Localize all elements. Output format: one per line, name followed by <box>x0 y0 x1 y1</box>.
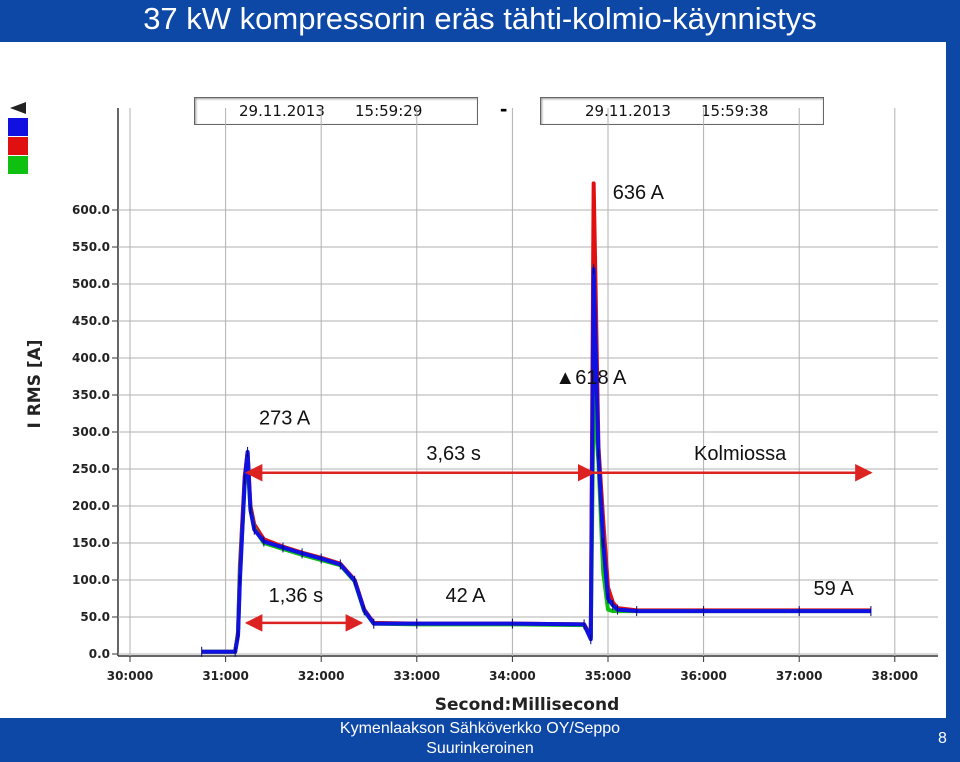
annotation-label: 3,63 s <box>426 443 480 465</box>
annotation-label: 42 A <box>445 585 486 607</box>
annotation-label: 59 A <box>814 578 855 600</box>
y-tick-label: 150.0 <box>72 536 110 550</box>
x-tick-label: 35:000 <box>585 669 632 683</box>
y-tick-label: 450.0 <box>72 314 110 328</box>
page-number: 8 <box>938 730 947 747</box>
x-tick-label: 32:000 <box>298 669 345 683</box>
legend-swatch <box>8 118 28 136</box>
x-tick-label: 37:000 <box>776 669 823 683</box>
x-axis-label: Second:Millisecond <box>435 695 620 715</box>
y-tick-label: 550.0 <box>72 240 110 254</box>
x-tick-label: 34:000 <box>489 669 536 683</box>
y-tick-label: 350.0 <box>72 388 110 402</box>
annotation-label: 636 A <box>613 182 665 204</box>
x-tick-label: 38:000 <box>872 669 919 683</box>
y-tick-label: 300.0 <box>72 425 110 439</box>
slide-title: 37 kW kompressorin eräs tähti-kolmio-käy… <box>143 1 817 36</box>
y-tick-label: 250.0 <box>72 462 110 476</box>
annotation-label: 273 A <box>259 408 311 430</box>
legend-swatch <box>8 156 28 174</box>
x-tick-label: 36:000 <box>680 669 727 683</box>
end-date-text: 29.11.2013 <box>585 102 671 120</box>
legend-marker-icon <box>10 102 26 114</box>
time-range-separator: - <box>500 96 508 121</box>
end-time-field[interactable]: 29.11.2013 15:59:38 <box>540 97 824 125</box>
annotation-label: 1,36 s <box>269 585 323 607</box>
y-axis-label: I RMS [A] <box>25 339 45 428</box>
chart-panel: 29.11.2013 15:59:29 - 29.11.2013 15:59:3… <box>0 42 946 718</box>
y-tick-label: 100.0 <box>72 573 110 587</box>
y-tick-label: 400.0 <box>72 351 110 365</box>
y-tick-label: 50.0 <box>80 610 110 624</box>
y-tick-label: 0.0 <box>89 647 110 661</box>
y-tick-label: 200.0 <box>72 499 110 513</box>
x-tick-label: 31:000 <box>202 669 249 683</box>
start-date-text: 29.11.2013 <box>239 102 325 120</box>
annotation-label: Kolmiossa <box>694 443 787 465</box>
annotation-label: ▲618 A <box>555 367 627 389</box>
legend-swatch <box>8 137 28 155</box>
x-tick-label: 33:000 <box>394 669 441 683</box>
current-chart: 0.0 50.0 100.0 150.0 200.0 250.0 300.0 350.0 400… <box>8 102 938 715</box>
end-time-text: 15:59:38 <box>701 102 769 120</box>
y-tick-label: 500.0 <box>72 277 110 291</box>
x-tick-label: 30:000 <box>107 669 154 683</box>
start-time-field[interactable]: 29.11.2013 15:59:29 <box>194 97 478 125</box>
start-time-text: 15:59:29 <box>355 102 423 120</box>
footer-credit: Kymenlaakson Sähköverkko OY/Seppo Suurin… <box>339 720 621 757</box>
y-tick-label: 600.0 <box>72 203 110 217</box>
